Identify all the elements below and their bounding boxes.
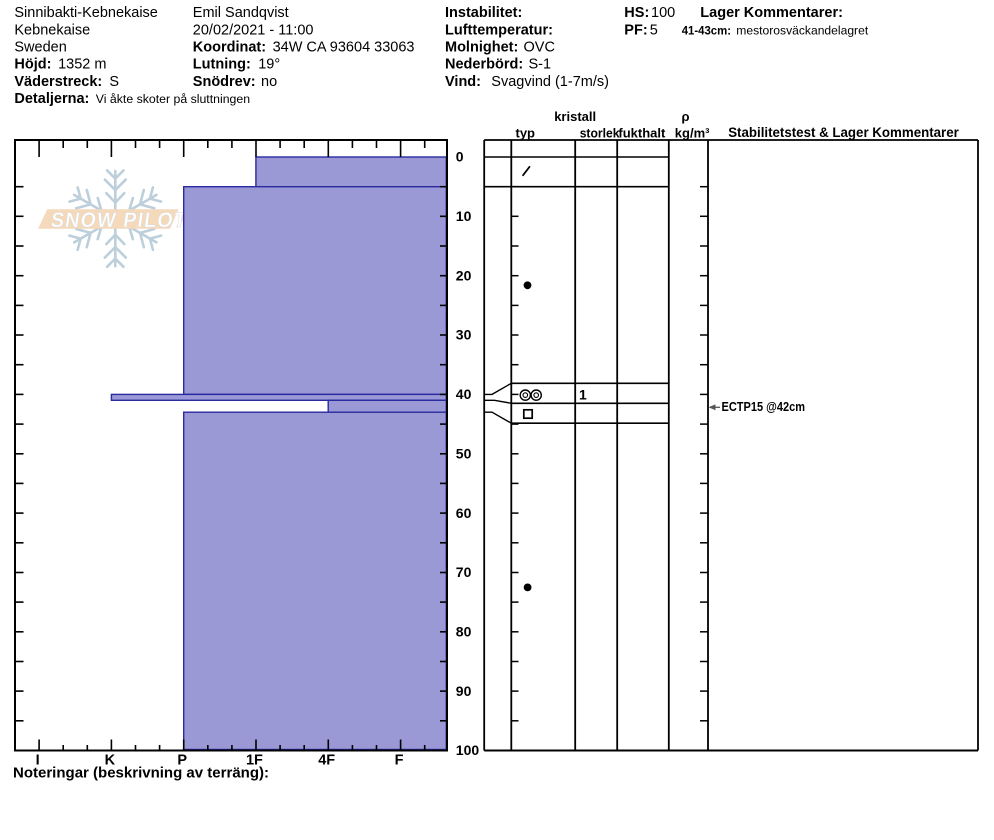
svg-text:Emil Sandqvist: Emil Sandqvist — [193, 5, 289, 21]
svg-text:Väderstreck:: Väderstreck: — [14, 74, 102, 90]
svg-text:Snödrev:: Snödrev: — [193, 74, 256, 90]
svg-text:Lufttemperatur:: Lufttemperatur: — [445, 22, 553, 38]
svg-text:PF:: PF: — [624, 22, 647, 38]
svg-text:5: 5 — [650, 22, 658, 38]
svg-text:I: I — [36, 753, 40, 769]
svg-text:storlek: storlek — [580, 126, 621, 141]
svg-text:Sinnibakti-Kebnekaise: Sinnibakti-Kebnekaise — [14, 5, 157, 21]
svg-text:4F: 4F — [318, 753, 335, 769]
svg-text:K: K — [105, 753, 116, 769]
svg-text:Kebnekaise: Kebnekaise — [14, 22, 90, 38]
svg-text:100: 100 — [456, 742, 480, 758]
svg-text:34W CA 93604 33063: 34W CA 93604 33063 — [273, 40, 415, 56]
svg-text:HS:: HS: — [624, 5, 649, 21]
svg-text:Lager Kommentarer:: Lager Kommentarer: — [700, 5, 843, 21]
svg-text:Detaljerna:: Detaljerna: — [14, 91, 89, 107]
svg-text:fukthalt: fukthalt — [618, 126, 666, 141]
svg-text:90: 90 — [456, 683, 472, 699]
svg-text:Molnighet:: Molnighet: — [445, 40, 518, 56]
svg-text:Vi åkte skoter på sluttningen: Vi åkte skoter på sluttningen — [96, 92, 250, 106]
svg-text:no: no — [261, 74, 277, 90]
svg-text:Vind:: Vind: — [445, 74, 481, 90]
svg-text:19°: 19° — [258, 57, 280, 73]
svg-text:kristall: kristall — [554, 109, 596, 124]
svg-text:10: 10 — [456, 208, 472, 224]
svg-text:ECTP15 @42cm: ECTP15 @42cm — [722, 400, 806, 414]
svg-text:70: 70 — [456, 564, 472, 580]
svg-text:80: 80 — [456, 624, 472, 640]
svg-text:20/02/2021 - 11:00: 20/02/2021 - 11:00 — [193, 22, 314, 38]
svg-text:1F: 1F — [246, 753, 263, 769]
svg-text:0: 0 — [456, 149, 464, 165]
svg-text:typ: typ — [516, 126, 536, 141]
svg-text:60: 60 — [456, 505, 472, 521]
svg-text:Instabilitet:: Instabilitet: — [445, 5, 522, 21]
svg-text:Noteringar (beskrivning av ter: Noteringar (beskrivning av terräng): — [13, 765, 269, 782]
svg-text:mestorosväckandelagret: mestorosväckandelagret — [736, 23, 868, 37]
svg-text:41-43cm:: 41-43cm: — [682, 23, 731, 37]
svg-text:Nederbörd:: Nederbörd: — [445, 57, 523, 73]
svg-text:S: S — [109, 74, 119, 90]
svg-text:kg/m³: kg/m³ — [675, 126, 710, 141]
svg-text:100: 100 — [651, 5, 675, 21]
svg-text:F: F — [395, 753, 404, 769]
svg-text:Höjd:: Höjd: — [14, 57, 51, 73]
svg-text:30: 30 — [456, 327, 472, 343]
svg-text:20: 20 — [456, 267, 472, 283]
svg-text:50: 50 — [456, 445, 472, 461]
svg-text:OVC: OVC — [524, 40, 555, 56]
svg-text:S-1: S-1 — [529, 57, 552, 73]
svg-text:P: P — [177, 753, 187, 769]
svg-text:SNOW PILOT: SNOW PILOT — [49, 209, 188, 232]
svg-text:Koordinat:: Koordinat: — [193, 40, 266, 56]
svg-text:ρ: ρ — [682, 109, 690, 124]
svg-text:Lutning:: Lutning: — [193, 57, 251, 73]
svg-text:40: 40 — [456, 386, 472, 402]
svg-text:Svagvind (1-7m/s): Svagvind (1-7m/s) — [491, 74, 609, 90]
svg-text:1: 1 — [579, 387, 587, 403]
svg-text:Sweden: Sweden — [14, 40, 66, 56]
svg-text:1352 m: 1352 m — [58, 57, 106, 73]
svg-text:Stabilitetstest & Lager Kommen: Stabilitetstest & Lager Kommentarer — [728, 125, 959, 140]
